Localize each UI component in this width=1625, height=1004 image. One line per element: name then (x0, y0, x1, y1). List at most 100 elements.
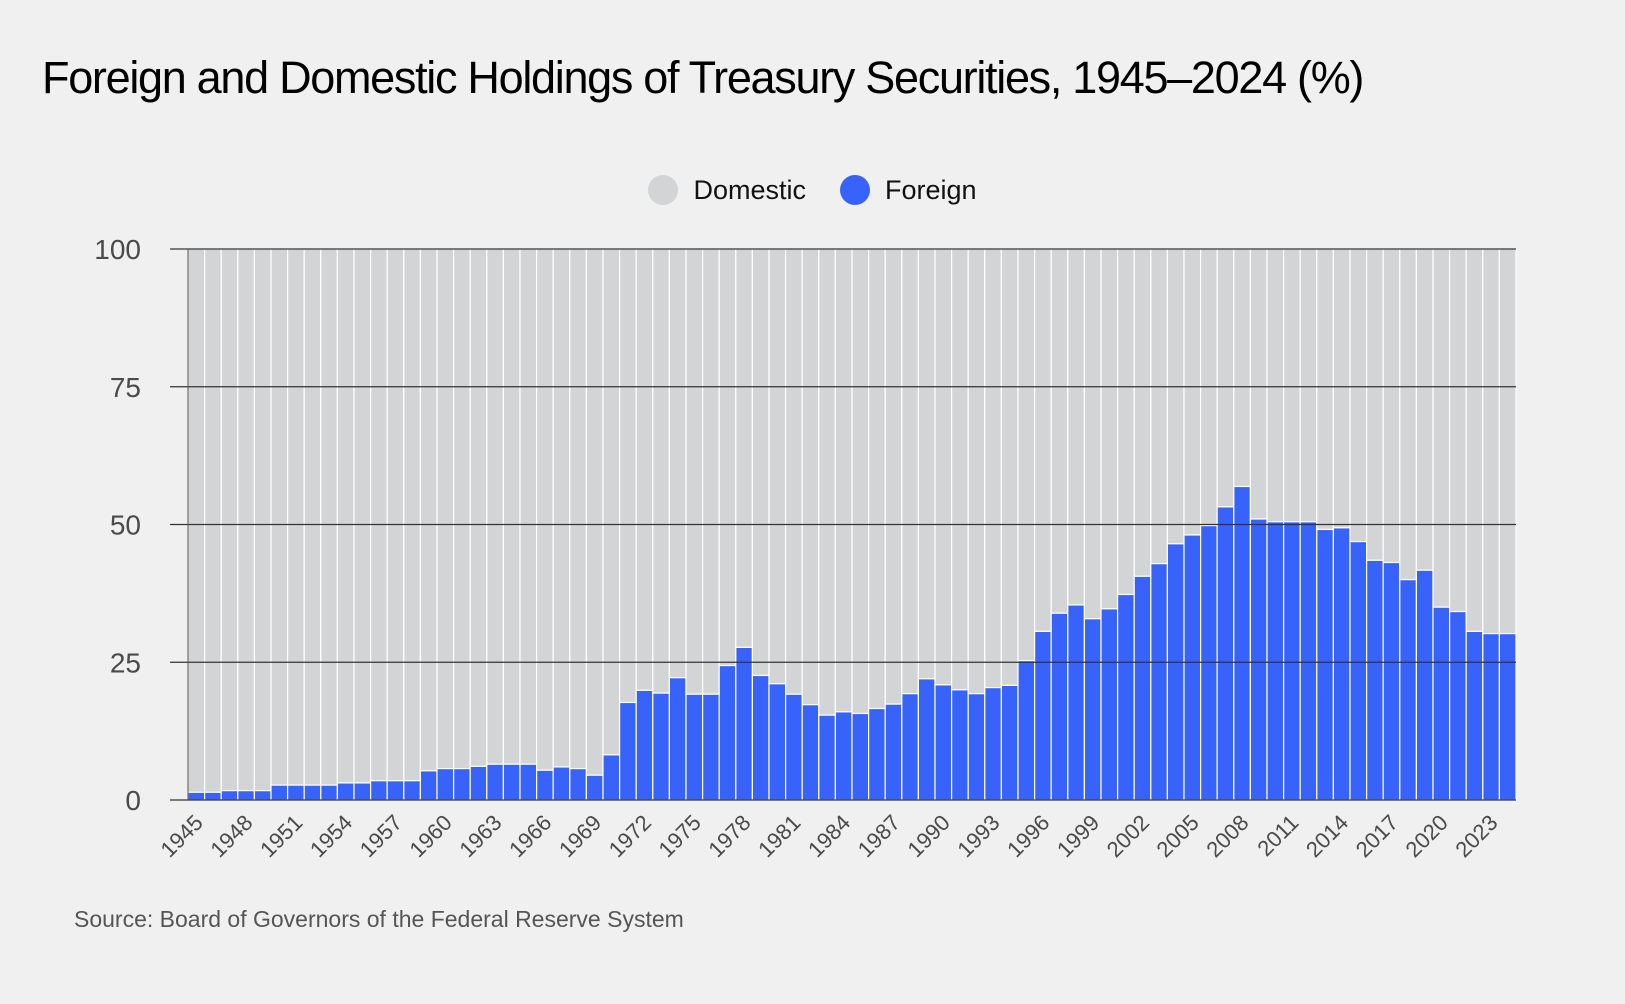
bar-foreign-1991 (950, 689, 969, 801)
bar-domestic-2024 (1498, 248, 1517, 635)
bar-foreign-1992 (967, 693, 986, 801)
bar-foreign-1953 (320, 784, 338, 801)
bar-domestic-1952 (303, 248, 322, 786)
y-tick-label-100: 100 (94, 234, 141, 265)
x-tick-label-2017: 2017 (1351, 810, 1403, 862)
bar-domestic-1971 (618, 248, 637, 704)
bar-domestic-1964 (502, 248, 521, 765)
bar-foreign-1945 (187, 791, 206, 801)
bar-foreign-2018 (1399, 578, 1418, 801)
bar-domestic-2005 (1183, 248, 1202, 536)
bar-domestic-1953 (320, 248, 338, 786)
bar-foreign-1961 (453, 767, 471, 801)
bar-foreign-1969 (585, 774, 604, 801)
bar-domestic-1980 (768, 248, 787, 685)
bar-foreign-2024 (1498, 632, 1517, 801)
bar-foreign-1977 (718, 664, 737, 801)
bar-domestic-2007 (1216, 248, 1235, 508)
x-tick-label-1987: 1987 (853, 810, 905, 862)
bar-domestic-2015 (1349, 248, 1368, 543)
bar-domestic-1994 (1000, 248, 1019, 686)
bar-foreign-1970 (602, 754, 621, 801)
bar-foreign-1997 (1050, 612, 1069, 801)
bar-domestic-1966 (535, 248, 554, 771)
bar-domestic-1963 (486, 248, 504, 765)
bar-foreign-1986 (867, 707, 886, 801)
bar-domestic-1991 (950, 248, 969, 691)
bar-domestic-2001 (1116, 248, 1135, 596)
x-tick-label-2023: 2023 (1450, 810, 1502, 862)
bar-domestic-2009 (1249, 248, 1268, 520)
bar-domestic-1986 (867, 248, 886, 710)
bar-domestic-2021 (1448, 248, 1467, 613)
bar-domestic-1979 (751, 248, 770, 677)
bar-foreign-1956 (370, 780, 388, 801)
bar-foreign-1957 (386, 780, 405, 801)
legend-label-domestic: Domestic (693, 174, 806, 205)
bar-domestic-2022 (1465, 248, 1484, 632)
bar-foreign-1994 (1000, 684, 1019, 801)
bar-foreign-2000 (1100, 608, 1119, 801)
bar-foreign-2004 (1166, 543, 1185, 801)
bar-domestic-1985 (851, 248, 870, 715)
bar-foreign-1998 (1067, 604, 1086, 801)
bar-foreign-1975 (685, 693, 704, 801)
bar-domestic-1975 (685, 248, 704, 695)
bar-foreign-1971 (618, 701, 637, 801)
bar-foreign-1982 (801, 704, 820, 801)
x-tick-label-1972: 1972 (604, 810, 656, 862)
bar-foreign-1954 (336, 782, 355, 801)
bar-foreign-1955 (353, 782, 372, 801)
bar-domestic-2016 (1365, 248, 1384, 561)
bar-foreign-2021 (1448, 610, 1467, 801)
source-note: Source: Board of Governors of the Federa… (74, 906, 684, 932)
bar-domestic-1960 (436, 248, 455, 770)
bar-domestic-1958 (403, 248, 421, 782)
bar-domestic-2000 (1100, 248, 1119, 610)
x-axis: 1945194819511954195719601963196619691972… (156, 810, 1503, 862)
bar-domestic-1988 (901, 248, 919, 695)
bar-foreign-1979 (751, 674, 770, 801)
x-tick-label-1978: 1978 (703, 810, 755, 862)
bar-foreign-1963 (486, 763, 504, 801)
x-tick-label-2002: 2002 (1102, 810, 1154, 862)
bar-foreign-1995 (1017, 659, 1036, 801)
y-tick-label-25: 25 (110, 647, 141, 678)
bar-domestic-1995 (1017, 248, 1036, 662)
bar-domestic-2008 (1233, 248, 1252, 488)
bar-foreign-2005 (1183, 534, 1202, 801)
bar-foreign-2007 (1216, 506, 1235, 801)
bar-domestic-2010 (1266, 248, 1285, 523)
bar-foreign-1978 (735, 646, 753, 801)
bar-domestic-1981 (784, 248, 803, 695)
bar-domestic-1990 (934, 248, 953, 686)
x-tick-label-1948: 1948 (205, 810, 257, 862)
bar-foreign-1974 (668, 677, 687, 801)
bar-foreign-1949 (253, 790, 272, 801)
bar-foreign-1967 (552, 766, 571, 801)
x-tick-label-1993: 1993 (952, 810, 1004, 862)
bar-domestic-1954 (336, 248, 355, 784)
bar-domestic-1948 (237, 248, 256, 792)
bars-layer (187, 248, 1517, 801)
bar-foreign-2015 (1349, 540, 1368, 801)
bar-domestic-1949 (253, 248, 272, 792)
bar-foreign-2011 (1282, 521, 1301, 801)
legend-item-domestic: Domestic (648, 175, 806, 206)
bar-domestic-1993 (984, 248, 1002, 689)
bar-domestic-1955 (353, 248, 372, 784)
x-tick-label-1960: 1960 (405, 810, 457, 862)
x-tick-label-1981: 1981 (753, 810, 805, 862)
bar-domestic-1951 (287, 248, 305, 786)
bar-domestic-1972 (635, 248, 654, 691)
bar-foreign-1960 (436, 767, 455, 801)
bar-domestic-2012 (1299, 248, 1318, 523)
bar-foreign-2012 (1299, 521, 1318, 801)
x-tick-label-2020: 2020 (1401, 810, 1453, 862)
bar-foreign-1989 (917, 678, 936, 801)
bar-domestic-1962 (469, 248, 488, 767)
bar-foreign-1985 (851, 712, 870, 801)
bar-foreign-2002 (1133, 575, 1152, 801)
bar-foreign-2020 (1432, 606, 1451, 801)
bar-foreign-2013 (1316, 528, 1335, 801)
